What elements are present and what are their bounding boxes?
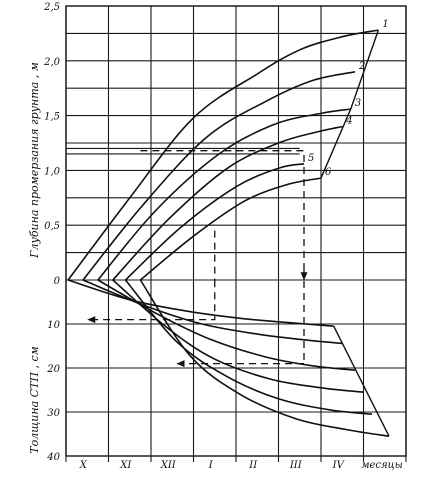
upper-tick-label: 2,5 [43, 2, 60, 13]
upper-series-1 [67, 29, 379, 281]
example-path-5 [87, 280, 216, 321]
upper-axis-title: Глубина промерзания грунта , м [28, 62, 41, 259]
arrowhead [300, 272, 308, 281]
lower-envelope [333, 325, 390, 437]
series-label-6: 6 [325, 167, 332, 178]
lower-tick-label: 30 [47, 408, 60, 419]
upper-series-6 [139, 177, 322, 281]
lower-tick-label: 10 [47, 320, 60, 331]
lower-series-1 [67, 279, 334, 327]
lower-series-6 [139, 279, 390, 437]
upper-series-5 [124, 163, 305, 281]
upper-tick-label: 1,0 [44, 166, 61, 177]
month-label: X [79, 460, 88, 471]
series-label-1: 1 [382, 19, 388, 30]
upper-tick-label: 1,5 [44, 112, 60, 123]
upper-envelope [320, 29, 380, 179]
month-label: II [248, 460, 258, 471]
plot-frame [65, 5, 407, 462]
arrowhead [87, 316, 96, 324]
month-label: IV [332, 460, 346, 471]
series-label-3: 3 [355, 98, 361, 109]
month-label: III [289, 460, 303, 471]
upper-series-4 [112, 125, 343, 281]
grid [65, 5, 407, 457]
month-label: I [208, 460, 214, 471]
lower-axis-title: Толщина СТП , см [28, 346, 41, 453]
lower-series-5 [124, 279, 373, 415]
upper-tick-label: 0 [54, 276, 61, 287]
lower-tick-label: 20 [46, 364, 60, 375]
upper-tick-label: 0,5 [44, 221, 60, 232]
lower-tick-label: 40 [46, 452, 60, 463]
month-label: XII [160, 460, 177, 471]
upper-tick-label: 2,0 [43, 57, 61, 68]
series-label-2: 2 [358, 61, 365, 72]
arrowhead [176, 360, 185, 368]
upper-series-2 [82, 71, 356, 281]
upper-series-3 [97, 108, 351, 281]
lower-curves [67, 279, 390, 437]
series-label-5: 5 [308, 153, 314, 164]
series-label-4: 4 [345, 116, 352, 127]
example-paths [87, 150, 308, 368]
month-label: XI [119, 460, 132, 471]
example-path-1 [140, 150, 305, 281]
x-axis-unit-label: месяцы [361, 460, 403, 471]
